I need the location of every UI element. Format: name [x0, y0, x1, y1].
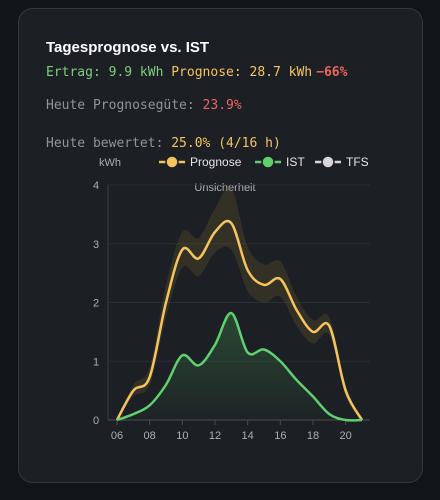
- ist-area: [117, 313, 362, 421]
- y-tick-label: 3: [93, 239, 99, 251]
- rated-label: Heute bewertet:: [46, 136, 171, 151]
- card-title: Tagesprognose vs. IST: [46, 39, 209, 56]
- x-tick-label: 06: [111, 430, 123, 442]
- x-tick-label: 14: [242, 430, 254, 442]
- x-tick-label: 18: [307, 430, 319, 442]
- card: [18, 8, 423, 483]
- x-tick-label: 10: [176, 430, 188, 442]
- y-tick-label: 4: [93, 180, 99, 192]
- ertrag: Ertrag: 9.9 kWh: [46, 65, 163, 80]
- rated-value: 25.0% (4/16 h): [171, 136, 281, 151]
- summary-line: Ertrag: 9.9 kWh Prognose: 28.7 kWh −66%: [46, 65, 348, 80]
- legend-label: Prognose: [190, 155, 242, 169]
- quality-label: Heute Prognosegüte:: [46, 98, 203, 113]
- y-tick-label: 1: [93, 356, 99, 368]
- y-tick-label: 0: [93, 415, 99, 427]
- uncertainty-band: [117, 186, 362, 420]
- legend-swatch: [165, 155, 179, 169]
- series-line: [115, 219, 364, 421]
- quality-line: Heute Prognosegüte: 23.9%: [46, 98, 242, 113]
- prognose: Prognose: 28.7 kWh: [171, 65, 312, 80]
- legend-swatch: [261, 155, 275, 169]
- legend-label: TFS: [346, 155, 369, 169]
- y-axis-label: kWh: [99, 157, 121, 169]
- series-line: [116, 311, 363, 422]
- x-tick-label: 16: [274, 430, 286, 442]
- legend-swatch: [321, 155, 335, 169]
- y-tick-label: 2: [93, 298, 99, 310]
- delta: −66%: [316, 65, 347, 80]
- legend-label: IST: [286, 155, 305, 169]
- quality-value: 23.9%: [203, 98, 242, 113]
- x-tick-label: 12: [209, 430, 221, 442]
- rated-line: Heute bewertet: 25.0% (4/16 h): [46, 136, 281, 151]
- x-tick-label: 08: [144, 430, 156, 442]
- x-tick-label: 20: [340, 430, 352, 442]
